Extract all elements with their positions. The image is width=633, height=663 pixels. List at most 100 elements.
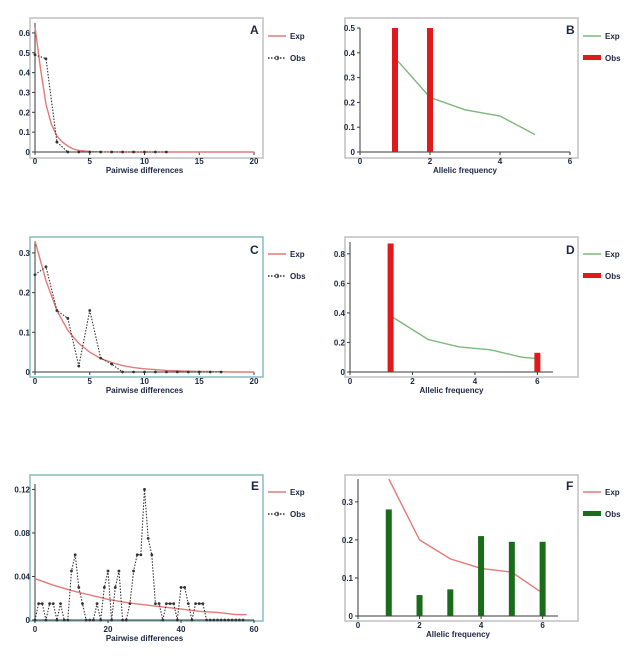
- chart-panel-e: 0 20 40 60 0 0.04 0.08 0.12 Pairwise differences…: [14, 474, 306, 643]
- data-point: [110, 150, 114, 154]
- y-tick-label: 0.04: [14, 572, 30, 581]
- data-point: [73, 553, 77, 557]
- x-tick-label: 20: [250, 157, 259, 166]
- legend-label: Obs: [605, 272, 621, 281]
- legend-swatch: [583, 511, 601, 516]
- data-point: [165, 602, 168, 606]
- data-point: [216, 618, 219, 622]
- data-point: [51, 602, 55, 606]
- data-point: [197, 602, 201, 606]
- legend: Exp Obs: [583, 32, 621, 63]
- series-exp: [388, 478, 543, 594]
- data-point: [194, 602, 198, 606]
- data-point: [124, 618, 128, 622]
- x-axis-label: Pairwise differences: [106, 386, 184, 395]
- data-point: [212, 618, 216, 622]
- legend: Exp Obs: [268, 32, 306, 63]
- data-point: [186, 370, 190, 374]
- bar: [534, 352, 541, 372]
- y-tick-label: 0.2: [19, 108, 31, 117]
- data-point: [66, 150, 70, 154]
- data-point: [106, 569, 110, 573]
- chart-panel-b: 0 2 4 6 0 0.1 0.2 0.3 0.4 0.5 Allelic frequency B Ex…: [344, 17, 621, 175]
- data-point: [95, 602, 99, 606]
- series-obs: [33, 488, 245, 622]
- legend-label: Exp: [290, 488, 305, 497]
- series-exp: [394, 57, 536, 136]
- x-tick-label: 6: [568, 157, 573, 166]
- panel-frame: [344, 474, 579, 622]
- x-tick-label: 20: [104, 625, 113, 634]
- panel-frame: [29, 474, 264, 622]
- bar: [447, 589, 454, 616]
- data-point: [223, 618, 227, 622]
- data-point: [55, 618, 59, 622]
- data-point: [154, 150, 157, 154]
- data-point: [113, 585, 117, 589]
- x-tick-label: 4: [479, 621, 484, 630]
- y-tick-label: 0.3: [342, 498, 354, 507]
- data-point: [135, 553, 139, 557]
- data-point: [92, 618, 95, 622]
- data-point: [33, 273, 37, 277]
- data-point: [55, 309, 59, 312]
- data-point: [44, 57, 48, 61]
- x-tick-label: 0: [358, 157, 363, 166]
- data-point: [88, 150, 92, 154]
- bar: [385, 509, 392, 616]
- x-axis-label: Allelic frequency: [426, 630, 491, 639]
- data-point: [201, 602, 205, 606]
- legend-label: Obs: [290, 510, 306, 519]
- data-point: [33, 618, 37, 622]
- data-point: [99, 618, 103, 622]
- x-tick-label: 6: [540, 621, 545, 630]
- chart-panel-d: 0 2 4 6 0 0.2 0.4 0.6 0.8 Allelic frequency D Exp Ob…: [334, 236, 621, 395]
- data-point: [208, 370, 212, 374]
- data-point: [146, 537, 150, 540]
- data-point: [165, 370, 168, 374]
- data-point: [88, 618, 92, 622]
- series-obs: [392, 28, 433, 152]
- x-axis-label: Allelic frequency: [419, 386, 484, 395]
- y-tick-label: 0.6: [334, 279, 346, 288]
- data-point: [219, 618, 223, 622]
- series-obs: [33, 53, 168, 154]
- data-point: [33, 53, 37, 57]
- data-point: [219, 370, 223, 374]
- y-tick-label: 0.3: [19, 88, 31, 97]
- data-point: [62, 618, 66, 622]
- x-tick-label: 40: [177, 625, 186, 634]
- y-tick-label: 0.6: [19, 29, 31, 38]
- bar: [539, 541, 546, 616]
- x-tick-label: 10: [140, 377, 149, 386]
- x-tick-label: 20: [250, 377, 259, 386]
- panel-letter: F: [566, 479, 573, 493]
- data-point: [128, 602, 132, 606]
- data-point: [132, 370, 135, 374]
- legend-label: Exp: [290, 32, 305, 41]
- data-point: [77, 585, 81, 589]
- x-axis-label: Allelic frequency: [433, 166, 498, 175]
- data-point: [77, 150, 81, 154]
- x-tick-label: 15: [195, 157, 204, 166]
- y-tick-label: 0.8: [334, 250, 346, 259]
- y-tick-label: 0.1: [19, 128, 31, 137]
- data-point: [230, 618, 234, 622]
- data-point: [70, 569, 73, 573]
- series-exp: [34, 26, 254, 153]
- data-point: [205, 618, 208, 622]
- series-obs: [387, 243, 541, 372]
- y-tick-label: 0.4: [19, 69, 31, 78]
- data-point: [190, 618, 194, 622]
- data-point: [186, 602, 190, 606]
- series-line: [394, 57, 536, 136]
- x-tick-label: 4: [473, 377, 478, 386]
- series-line: [34, 489, 243, 621]
- panel-frame: [29, 236, 264, 378]
- data-point: [88, 309, 92, 312]
- bar: [416, 595, 423, 616]
- x-tick-label: 5: [88, 157, 93, 166]
- series-exp: [34, 240, 254, 373]
- data-point: [150, 553, 154, 557]
